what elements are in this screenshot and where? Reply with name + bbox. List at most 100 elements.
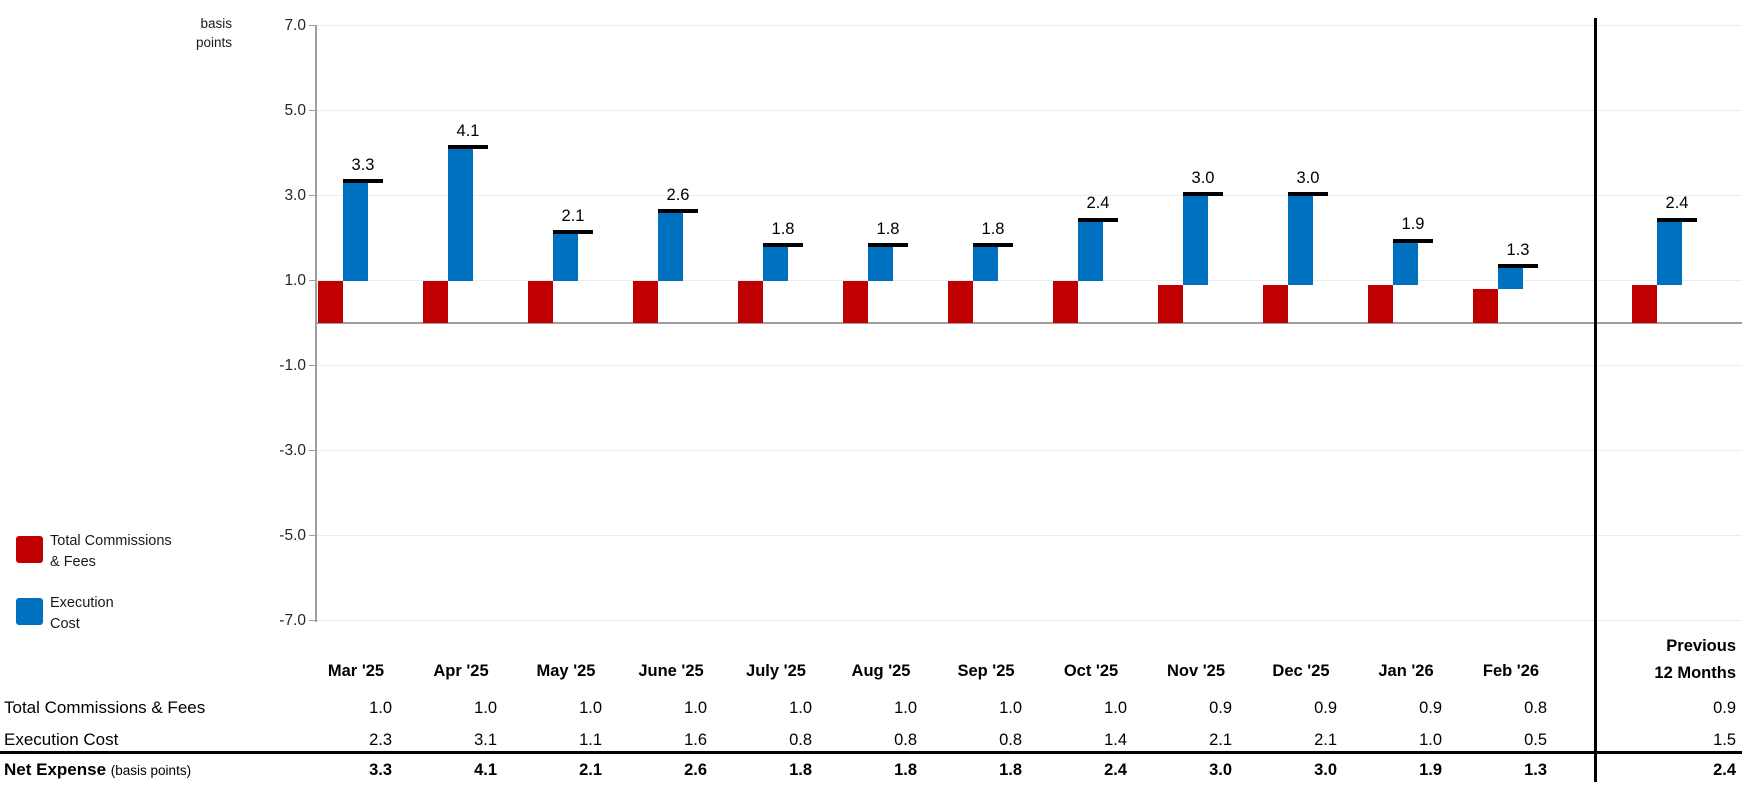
column-header: Aug '25 <box>851 662 911 680</box>
legend-label-line: Cost <box>50 616 80 632</box>
bar-execution-cost <box>448 148 473 281</box>
table-cell: 1.4 <box>1104 731 1127 749</box>
net-expense-value-label: 1.8 <box>771 219 795 238</box>
summary-separator-line <box>1594 18 1597 782</box>
y-axis-tick-label: -7.0 <box>279 611 306 629</box>
bar-execution-cost <box>1288 195 1313 285</box>
net-expense-value-label: 2.1 <box>561 206 585 225</box>
table-cell: 1.0 <box>579 699 602 717</box>
net-expense-value-label: 1.8 <box>876 219 900 238</box>
legend-label-line: Execution <box>50 595 114 611</box>
bar-total-commissions-fees <box>1053 280 1078 323</box>
net-expense-marker <box>1078 217 1118 222</box>
table-cell: 2.1 <box>579 761 602 779</box>
table-cell: 2.4 <box>1104 761 1127 779</box>
table-cell: 1.0 <box>1104 699 1127 717</box>
bar-total-commissions-fees <box>528 280 553 323</box>
bar-total-commissions-fees <box>1473 289 1498 323</box>
net-expense-value-label: 1.8 <box>981 219 1005 238</box>
table-cell: 1.6 <box>684 731 707 749</box>
gridline <box>316 25 1742 26</box>
y-axis-tick <box>309 619 316 622</box>
gridline <box>316 535 1742 536</box>
table-cell: 0.9 <box>1419 699 1442 717</box>
bar-execution-cost <box>1657 221 1682 285</box>
y-axis-tick <box>309 534 316 537</box>
table-cell: 1.0 <box>894 699 917 717</box>
table-cell-summary: 1.5 <box>1713 731 1736 749</box>
table-cell: 2.1 <box>1314 731 1337 749</box>
column-header: June '25 <box>638 662 704 680</box>
summary-header-line2: 12 Months <box>1654 664 1736 682</box>
y-axis-tick-label: 7.0 <box>284 16 306 34</box>
table-cell-summary: 2.4 <box>1713 761 1736 779</box>
bar-total-commissions-fees <box>633 280 658 323</box>
bar-execution-cost <box>1498 267 1523 289</box>
table-cell: 0.8 <box>894 731 917 749</box>
column-header: May '25 <box>536 662 596 680</box>
bar-total-commissions-fees <box>843 280 868 323</box>
table-cell: 1.8 <box>999 761 1022 779</box>
y-axis-tick-label: -3.0 <box>279 441 306 459</box>
net-expense-value-label: 2.4 <box>1086 194 1110 212</box>
net-expense-value-label: 2.6 <box>666 185 690 204</box>
column-header: Jan '26 <box>1378 662 1434 680</box>
y-axis-tick-label: -1.0 <box>279 356 306 374</box>
y-axis-tick <box>309 109 316 112</box>
table-cell: 0.8 <box>999 731 1022 749</box>
y-axis-line <box>315 25 317 622</box>
table-cell: 1.1 <box>579 731 602 749</box>
table-cell: 4.1 <box>474 761 497 779</box>
table-cell: 2.1 <box>1209 731 1232 749</box>
table-cell: 3.0 <box>1209 761 1232 779</box>
table-cell: 1.0 <box>789 699 812 717</box>
table-cell: 1.0 <box>999 699 1022 717</box>
gridline <box>316 195 1742 196</box>
gridline <box>316 620 1742 621</box>
bar-execution-cost <box>1078 221 1103 281</box>
table-cell: 0.9 <box>1209 699 1232 717</box>
table-cell: 1.8 <box>894 761 917 779</box>
column-header: Oct '25 <box>1063 662 1119 680</box>
net-expense-value-label: 2.4 <box>1665 194 1689 212</box>
table-cell: 0.5 <box>1524 731 1547 749</box>
column-header: Mar '25 <box>327 662 385 680</box>
y-axis-tick <box>309 364 316 367</box>
table-cell: 0.9 <box>1314 699 1337 717</box>
y-axis-tick <box>309 194 316 197</box>
bar-execution-cost <box>658 212 683 281</box>
table-cell: 1.0 <box>684 699 707 717</box>
bar-execution-cost <box>973 246 998 281</box>
table-cell: 1.0 <box>369 699 392 717</box>
column-header: July '25 <box>746 662 806 680</box>
table-cell: 1.3 <box>1524 761 1547 779</box>
net-expense-marker <box>868 243 908 247</box>
column-header: Sep '25 <box>957 662 1015 680</box>
summary-header-line1: Previous <box>1666 637 1736 655</box>
table-cell: 3.1 <box>474 731 497 749</box>
y-axis-tick <box>309 279 316 282</box>
bar-execution-cost <box>1183 195 1208 285</box>
table-cell: 2.3 <box>369 731 392 749</box>
net-expense-marker <box>1498 264 1538 269</box>
column-header: Dec '25 <box>1272 662 1330 680</box>
bar-execution-cost <box>868 246 893 281</box>
table-cell: 0.8 <box>789 731 812 749</box>
y-axis-tick <box>309 24 316 27</box>
y-axis-tick-label: 1.0 <box>284 271 306 289</box>
zero-baseline <box>316 322 1742 324</box>
legend-label-line: & Fees <box>50 554 96 570</box>
bar-total-commissions-fees <box>948 280 973 323</box>
net-expense-value-label: 1.9 <box>1401 215 1425 234</box>
net-expense-marker <box>1393 238 1433 243</box>
gridline <box>316 365 1742 366</box>
legend-swatch-execution-cost <box>16 598 43 625</box>
bar-total-commissions-fees <box>423 280 448 323</box>
y-axis-unit-label: basis points <box>132 14 232 52</box>
net-expense-marker <box>1183 192 1223 196</box>
column-header: Nov '25 <box>1166 662 1226 680</box>
net-expense-value-label: 4.1 <box>456 121 480 140</box>
net-expense-value-label: 1.3 <box>1506 240 1530 259</box>
